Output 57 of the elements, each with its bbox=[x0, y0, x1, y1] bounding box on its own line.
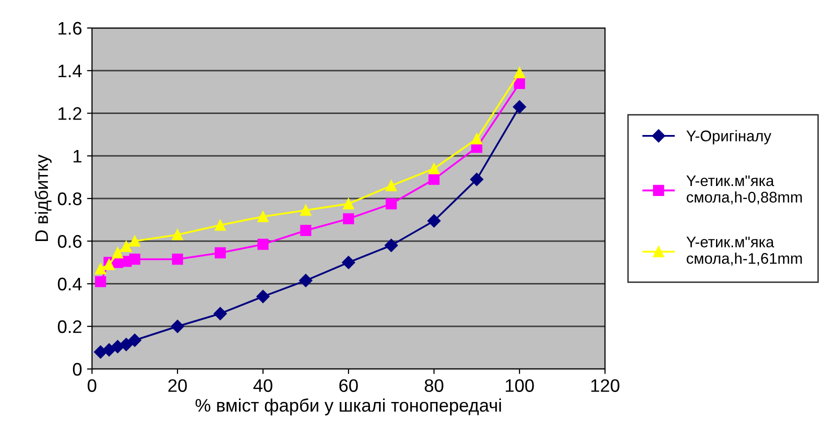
y-axis-title: D відбитку bbox=[34, 154, 52, 242]
point bbox=[342, 213, 354, 224]
point bbox=[470, 172, 484, 186]
point bbox=[299, 274, 312, 288]
y-tick-label: 0.2 bbox=[58, 320, 82, 334]
point bbox=[514, 78, 526, 89]
legend-label: Y-етик.м"яка смола,h-1,61mm bbox=[686, 236, 802, 266]
point bbox=[170, 320, 184, 333]
point bbox=[112, 247, 124, 258]
point bbox=[214, 307, 227, 320]
x-tick-label: 0 bbox=[88, 379, 96, 392]
point bbox=[256, 290, 270, 304]
point bbox=[427, 214, 441, 228]
x-tick-label: 80 bbox=[424, 379, 444, 392]
x-tick-label: 60 bbox=[339, 379, 358, 392]
point bbox=[342, 198, 354, 210]
point bbox=[104, 259, 115, 270]
y-tick-label: 1.2 bbox=[58, 107, 82, 120]
x-axis-title: % вміст фарби у шкалі тонопередачі bbox=[196, 398, 501, 416]
point bbox=[257, 238, 269, 250]
point bbox=[102, 343, 116, 356]
point bbox=[300, 204, 312, 216]
point bbox=[428, 163, 440, 174]
y-tick-label: 1 bbox=[74, 150, 82, 162]
point bbox=[172, 254, 184, 265]
legend-label: Y-етик.м"яка смола,h-0,88mm bbox=[686, 175, 802, 204]
y-tick-label: 0.6 bbox=[58, 235, 82, 248]
point bbox=[386, 180, 397, 192]
point bbox=[94, 263, 106, 274]
point bbox=[428, 174, 440, 185]
point bbox=[471, 133, 482, 144]
point bbox=[120, 338, 133, 352]
point bbox=[512, 100, 526, 114]
point bbox=[384, 238, 398, 252]
x-tick-label: 20 bbox=[168, 379, 187, 392]
y-tick-label: 1.4 bbox=[58, 64, 82, 78]
point bbox=[386, 198, 397, 210]
point bbox=[128, 334, 142, 347]
y-tick-label: 0.4 bbox=[58, 278, 82, 290]
point bbox=[514, 67, 526, 78]
point bbox=[129, 254, 140, 265]
y-tick-label: 0 bbox=[72, 362, 82, 376]
point bbox=[94, 276, 106, 288]
x-tick-label: 40 bbox=[253, 379, 272, 392]
x-tick-label: 120 bbox=[591, 379, 620, 392]
point bbox=[172, 229, 184, 240]
x-tick-label: 100 bbox=[506, 379, 534, 392]
point bbox=[120, 240, 132, 252]
point bbox=[129, 236, 140, 247]
point bbox=[300, 224, 312, 236]
point bbox=[214, 220, 226, 231]
legend-label: Y-Оригіналу bbox=[686, 130, 772, 144]
point bbox=[214, 247, 226, 258]
point bbox=[257, 211, 269, 222]
point bbox=[342, 256, 356, 270]
y-tick-label: 1.6 bbox=[58, 22, 82, 35]
y-tick-label: 0.8 bbox=[58, 192, 82, 206]
